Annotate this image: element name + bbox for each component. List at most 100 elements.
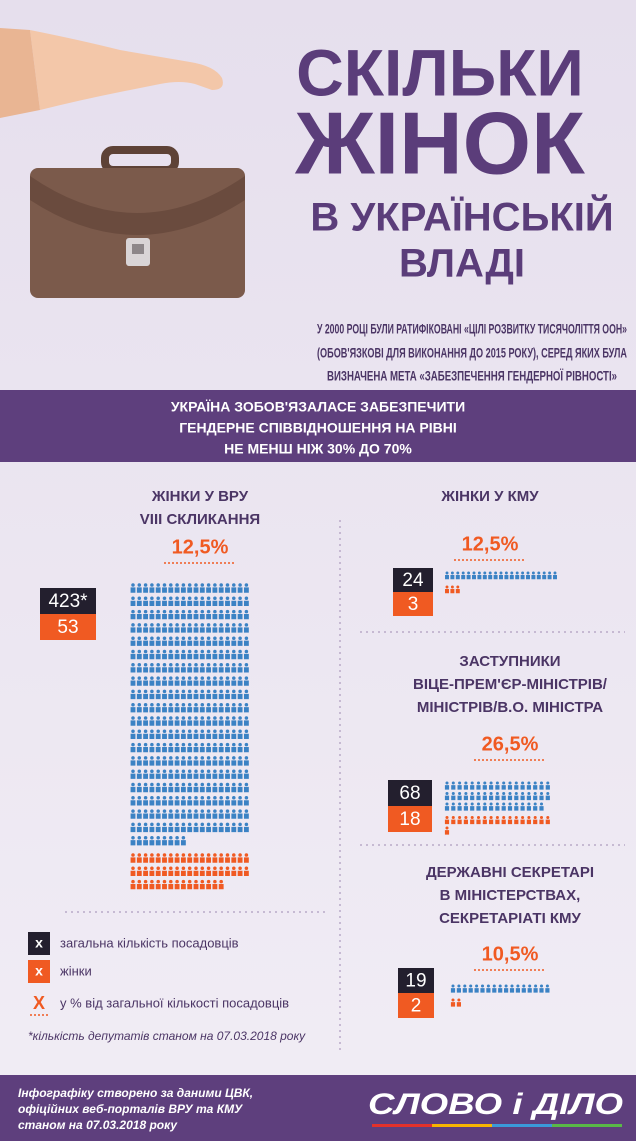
person-icon [472,572,476,580]
person-icon [168,823,173,832]
person-icon [521,781,525,789]
person-icon [527,802,531,810]
person-icon [445,816,449,824]
person-icon [162,783,167,792]
person-icon [131,756,136,765]
person-icon [131,636,136,645]
person-icon [495,802,499,810]
logo[interactable]: СЛОВО і ДІЛО [368,1088,623,1121]
person-icon [137,690,142,699]
person-icon [231,796,236,805]
person-icon [244,650,249,659]
person-icon [244,716,249,725]
person-icon [212,610,217,619]
person-icon [464,781,468,789]
person-icon [225,783,230,792]
person-icon [238,809,243,818]
person-icon [467,572,471,580]
person-icon [200,623,205,632]
total-count: 19 [405,971,426,992]
person-icon [168,836,173,845]
person-icon [206,716,211,725]
person-icon [181,743,186,752]
percent: 12,5% [172,536,229,558]
person-icon [231,809,236,818]
person-icon [149,823,154,832]
person-icon [219,623,224,632]
person-icon [219,583,224,592]
person-icon [502,816,506,824]
person-icon [131,610,136,619]
person-icon [187,636,192,645]
person-icon [539,802,543,810]
person-icon [156,743,161,752]
person-icon [502,781,506,789]
person-icon [206,783,211,792]
person-icon [162,796,167,805]
person-icon [200,823,205,832]
person-icon [194,756,199,765]
legend-text: загальна кількість посадовців [60,935,239,950]
person-icon [219,743,224,752]
person-icon [131,676,136,685]
person-icon [225,716,230,725]
person-icon [137,663,142,672]
person-icon [546,792,550,800]
person-icon [219,867,224,876]
person-icon [219,796,224,805]
person-icon [131,880,136,889]
person-icon [168,610,173,619]
person-icon [131,597,136,606]
person-icon [143,836,148,845]
person-icon [162,769,167,778]
person-icon [156,583,161,592]
person-icon [181,823,186,832]
person-icon [521,802,525,810]
person-icon [131,703,136,712]
person-icon [168,623,173,632]
person-icon [200,690,205,699]
person-icon [206,597,211,606]
person-icon [225,676,230,685]
person-icon [181,636,186,645]
person-icon [162,809,167,818]
person-icon [194,703,199,712]
person-icon [194,663,199,672]
person-icon [489,802,493,810]
person-icon [131,583,136,592]
person-icon [212,636,217,645]
person-icon [156,809,161,818]
person-icon [212,743,217,752]
person-icon [181,623,186,632]
person-icon [461,572,465,580]
person-icon [238,623,243,632]
person-icon [219,809,224,818]
intro: ВИЗНАЧЕНА МЕТА «ЗАБЕЗПЕЧЕННЯ ГЕНДЕРНОЇ Р… [327,368,617,384]
person-icon [225,769,230,778]
person-icon [149,583,154,592]
person-icon [238,597,243,606]
person-icon [225,583,230,592]
person-icon [187,867,192,876]
person-icon [219,676,224,685]
person-icon [168,663,173,672]
person-icon [168,880,173,889]
person-icon [238,663,243,672]
person-icon [200,610,205,619]
person-icon [149,703,154,712]
person-icon [515,572,519,580]
person-icon [175,853,180,862]
person-icon [156,716,161,725]
person-icon [212,853,217,862]
person-icon [476,816,480,824]
person-icon [212,690,217,699]
person-icon [526,572,530,580]
person-icon [476,802,480,810]
person-icon [200,676,205,685]
person-icon [206,880,211,889]
person-icon [194,636,199,645]
person-icon [156,853,161,862]
person-icon [187,690,192,699]
legend-text: жінки [60,963,92,978]
person-icon [149,730,154,739]
